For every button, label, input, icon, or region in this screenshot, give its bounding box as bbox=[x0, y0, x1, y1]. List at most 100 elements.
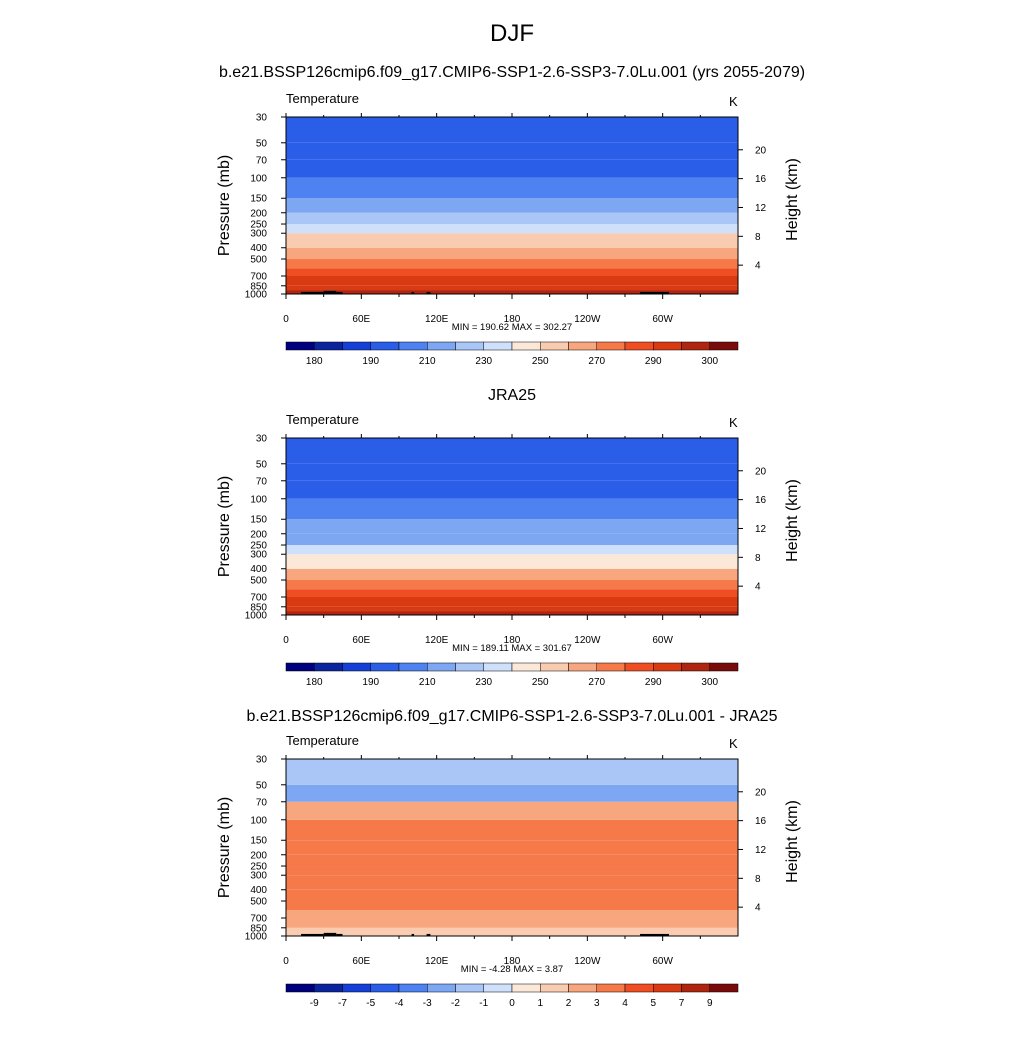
y-tick-label: 500 bbox=[250, 576, 267, 587]
y-tick-label: 50 bbox=[256, 138, 268, 149]
y-tick-label: 150 bbox=[250, 515, 267, 526]
panel-2-title: JRA25 bbox=[487, 387, 537, 404]
contour-band bbox=[286, 247, 738, 260]
y-tick-label: 850 bbox=[250, 923, 267, 934]
colorbar-swatch bbox=[653, 662, 682, 672]
height-tick-label: 20 bbox=[755, 466, 767, 477]
y-tick-label: 400 bbox=[250, 885, 267, 896]
colorbar-swatch bbox=[455, 983, 484, 993]
y-tick-label: 30 bbox=[256, 434, 268, 445]
colorbar-swatch bbox=[596, 341, 626, 351]
colorbar-swatch bbox=[540, 341, 569, 351]
colorbar-label: -1 bbox=[479, 998, 488, 1009]
y-tick-label: 500 bbox=[250, 255, 267, 266]
contour-band bbox=[286, 927, 738, 933]
height-tick-label: 4 bbox=[755, 903, 761, 914]
height-tick-label: 12 bbox=[755, 845, 767, 856]
contour-band bbox=[286, 224, 738, 234]
contour-fill bbox=[286, 117, 738, 294]
y-tick-label: 1000 bbox=[245, 932, 268, 943]
height-tick-label: 4 bbox=[755, 582, 761, 593]
colorbar-swatch bbox=[398, 341, 428, 351]
colorbar-swatch bbox=[285, 983, 315, 993]
topography bbox=[323, 932, 337, 936]
x-tick-label: 60E bbox=[352, 314, 370, 325]
contour-band bbox=[286, 840, 738, 855]
contour-band bbox=[286, 463, 738, 481]
panel-1-plot: 3050701001502002503004005007008501000481… bbox=[216, 113, 801, 368]
y-tick-label: 100 bbox=[250, 494, 267, 505]
x-tick-label: 60W bbox=[652, 314, 673, 325]
panel-3-variable: Temperature bbox=[286, 733, 359, 748]
panel-1-variable: Temperature bbox=[286, 91, 359, 106]
colorbar-swatch bbox=[314, 662, 343, 672]
y-tick-label: 300 bbox=[250, 871, 267, 882]
contour-band bbox=[286, 866, 738, 876]
y-tick-label: 200 bbox=[250, 208, 267, 219]
colorbar-label: -2 bbox=[451, 998, 460, 1009]
topography bbox=[411, 291, 415, 294]
contour-band bbox=[286, 498, 738, 520]
y-tick-label: 400 bbox=[250, 243, 267, 254]
y-tick-label: 500 bbox=[250, 897, 267, 908]
colorbar-swatch bbox=[427, 341, 456, 351]
colorbar-label: 0 bbox=[509, 998, 515, 1009]
contour-band bbox=[286, 819, 738, 841]
contour-fill bbox=[286, 759, 738, 936]
x-tick-label: 120W bbox=[574, 635, 601, 646]
colorbar-swatch bbox=[314, 983, 343, 993]
colorbar-swatch bbox=[709, 983, 739, 993]
contour-band bbox=[286, 438, 738, 464]
x-tick-label: 0 bbox=[283, 956, 289, 967]
colorbar-label: 230 bbox=[475, 356, 492, 367]
colorbar-label: 180 bbox=[306, 677, 323, 688]
colorbar-swatch bbox=[511, 662, 541, 672]
contour-band bbox=[286, 480, 738, 499]
y-tick-label: 1000 bbox=[245, 611, 268, 622]
colorbar-label: 290 bbox=[645, 356, 662, 367]
contour-band bbox=[286, 580, 738, 590]
topography bbox=[426, 933, 431, 936]
colorbar-swatch bbox=[709, 662, 739, 672]
colorbar-swatch bbox=[568, 662, 597, 672]
height-axis-title: Height (km) bbox=[784, 158, 801, 241]
y-tick-label: 400 bbox=[250, 564, 267, 575]
x-tick-label: 0 bbox=[283, 314, 289, 325]
contour-band bbox=[286, 177, 738, 199]
panel-2-variable: Temperature bbox=[286, 412, 359, 427]
y-tick-label: 150 bbox=[250, 194, 267, 205]
colorbar-swatch bbox=[709, 341, 739, 351]
colorbar-label: 210 bbox=[419, 677, 436, 688]
contour-band bbox=[286, 159, 738, 178]
contour-band bbox=[286, 875, 738, 890]
y-tick-label: 850 bbox=[250, 602, 267, 613]
height-tick-label: 12 bbox=[755, 524, 767, 535]
colorbar-label: 5 bbox=[650, 998, 656, 1009]
figure-title: DJF bbox=[490, 20, 534, 47]
colorbar: -9 -7 -5 -4 -3 -2 -1 0 1 2 3 4 5 7 9 bbox=[285, 983, 739, 1009]
colorbar-label: 3 bbox=[594, 998, 600, 1009]
colorbar: 180 190 210 230 250 270 290 300 bbox=[285, 662, 739, 688]
colorbar-swatch bbox=[455, 662, 484, 672]
contour-band bbox=[286, 901, 738, 911]
x-tick-label: 120E bbox=[425, 635, 449, 646]
y-axis-title: Pressure (mb) bbox=[216, 476, 233, 577]
contour-band bbox=[286, 259, 738, 269]
y-axis-title: Pressure (mb) bbox=[216, 155, 233, 256]
contour-band bbox=[286, 611, 738, 615]
colorbar-swatch bbox=[483, 662, 513, 672]
contour-band bbox=[286, 545, 738, 555]
height-axis-title: Height (km) bbox=[784, 800, 801, 883]
topography bbox=[426, 291, 431, 294]
colorbar-label: 190 bbox=[362, 677, 379, 688]
colorbar-label: 2 bbox=[566, 998, 572, 1009]
colorbar-swatch bbox=[681, 983, 710, 993]
colorbar-swatch bbox=[483, 983, 513, 993]
contour-band bbox=[286, 784, 738, 802]
contour-band bbox=[286, 290, 738, 294]
x-tick-label: 120E bbox=[425, 956, 449, 967]
colorbar-swatch bbox=[624, 341, 654, 351]
colorbar-swatch bbox=[596, 662, 626, 672]
colorbar-swatch bbox=[624, 662, 654, 672]
colorbar-swatch bbox=[370, 341, 400, 351]
